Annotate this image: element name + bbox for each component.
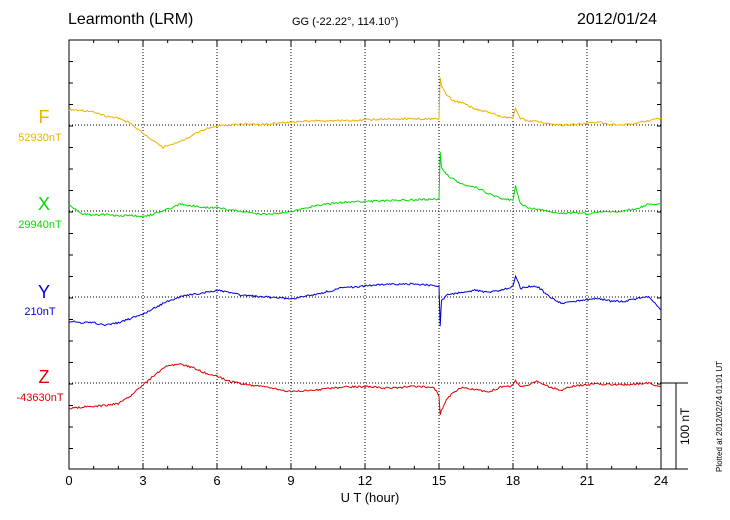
series-baseline-f: 52930nT xyxy=(18,132,62,144)
x-tick-label: 21 xyxy=(579,473,595,488)
x-tick-label: 15 xyxy=(431,473,447,488)
series-line-y xyxy=(68,274,662,327)
series-baseline-x: 29940nT xyxy=(18,219,62,231)
series-line-x xyxy=(68,152,662,218)
station-title: Learmonth (LRM) xyxy=(68,11,194,28)
plot-frame xyxy=(68,39,662,470)
series-label-f: F xyxy=(38,107,50,127)
x-tick-label: 9 xyxy=(287,473,295,488)
series-line-f xyxy=(68,77,662,150)
series-label-y: Y xyxy=(37,282,50,302)
series-line-z xyxy=(68,363,662,416)
x-axis-label: U T (hour) xyxy=(340,490,400,505)
series-baseline-z: -43630nT xyxy=(16,392,64,404)
x-tick-label: 6 xyxy=(213,473,221,488)
series-label-x: X xyxy=(37,194,50,214)
x-tick-label: 12 xyxy=(357,473,373,488)
x-tick-label: 24 xyxy=(653,473,669,488)
series-baseline-y: 210nT xyxy=(24,306,56,318)
station-coordinates: GG (-22.22°, 114.10°) xyxy=(292,16,399,28)
x-tick-label: 18 xyxy=(505,473,521,488)
x-tick-label: 3 xyxy=(139,473,147,488)
series-label-z: Z xyxy=(38,367,50,387)
plot-date: 2012/01/24 xyxy=(577,11,658,28)
x-tick-label: 0 xyxy=(65,473,73,488)
